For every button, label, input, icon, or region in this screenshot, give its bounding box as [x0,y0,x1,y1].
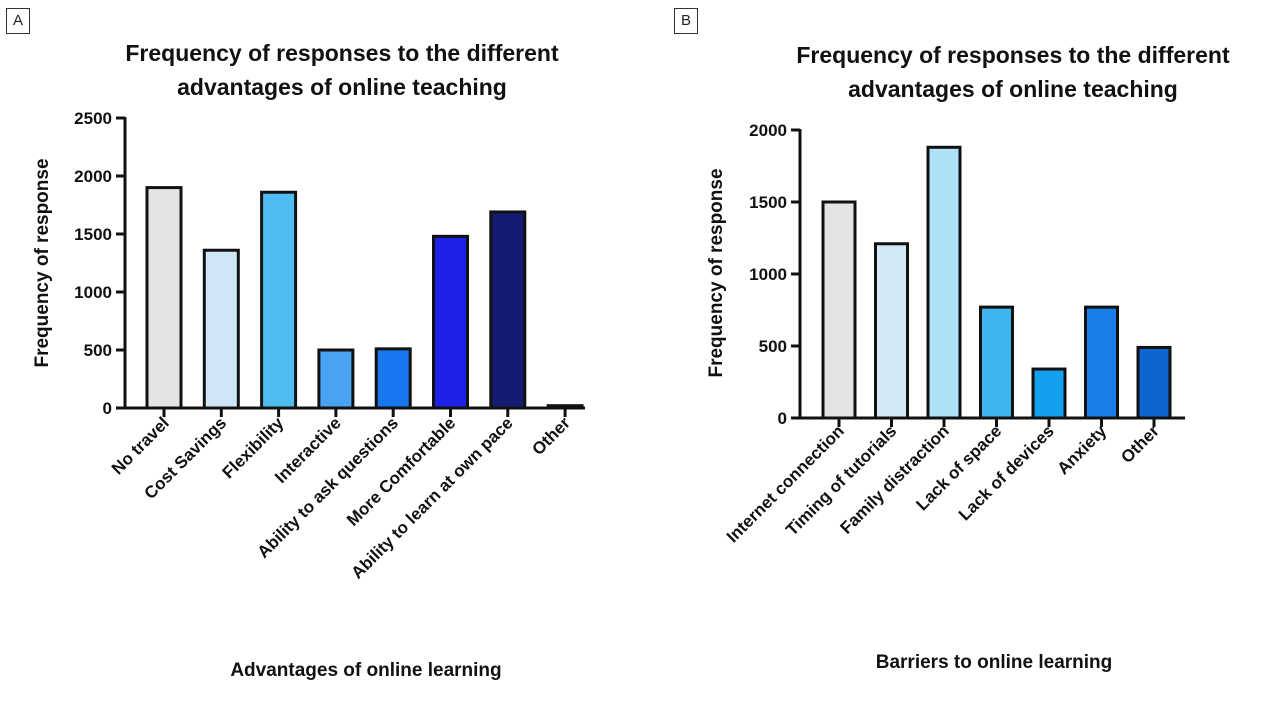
bar-lack-of-space [979,305,1014,420]
chart-title-line: advantages of online teaching [177,74,507,100]
chart-title-line: Frequency of responses to the different [125,40,559,66]
bar-family-distraction [926,145,962,420]
x-tick-label: Other [528,413,574,459]
y-tick-label: 0 [103,399,112,418]
bar-more-comfortable [432,234,469,410]
panel-label-b: B [674,8,698,34]
chart-title-line: Frequency of responses to the different [796,42,1230,68]
x-tick-label: More Comfortable [343,413,459,529]
chart-title-line: advantages of online teaching [848,76,1178,102]
bar-cost-savings [202,248,240,410]
bar-no-travel [145,186,183,410]
bar-timing-of-tutorials [874,242,909,420]
y-tick-label: 2000 [74,167,112,186]
y-tick-label: 2000 [749,121,787,140]
bar-ability-to-ask-questions [374,347,412,410]
bar-interactive [317,348,355,410]
y-tick-label: 1500 [74,225,112,244]
chart-panel-b: B Frequency of responses to the differen… [640,0,1280,708]
y-tick-label: 1000 [749,265,787,284]
bar-anxiety [1084,305,1119,420]
x-axis-label: Advantages of online learning [230,660,501,681]
y-tick-label: 0 [778,409,787,428]
bar-flexibility [260,190,298,410]
y-tick-label: 500 [84,341,112,360]
bar-chart-barriers: Frequency of responses to the different a… [706,42,1230,673]
y-tick-label: 500 [759,337,787,356]
chart-panel-a: A Frequency of responses to the differen… [6,8,585,681]
x-tick-label: Anxiety [1053,421,1110,478]
y-axis-label: Frequency of response [32,158,53,367]
y-tick-label: 2500 [74,109,112,128]
bar-internet-connection [821,200,857,420]
x-axis-label: Barriers to online learning [876,652,1113,673]
y-axis-label: Frequency of response [706,168,727,377]
panel-label-a: A [6,8,30,34]
y-tick-label: 1500 [749,193,787,212]
bar-chart-advantages: Frequency of responses to the different a… [32,40,585,681]
x-tick-label: Other [1117,421,1163,467]
bar-lack-of-devices [1031,367,1067,420]
bar-other [1136,345,1172,420]
bar-ability-to-learn-at-own-pace [489,210,527,410]
x-tick-label: Lack of devices [955,421,1058,524]
y-tick-label: 1000 [74,283,112,302]
